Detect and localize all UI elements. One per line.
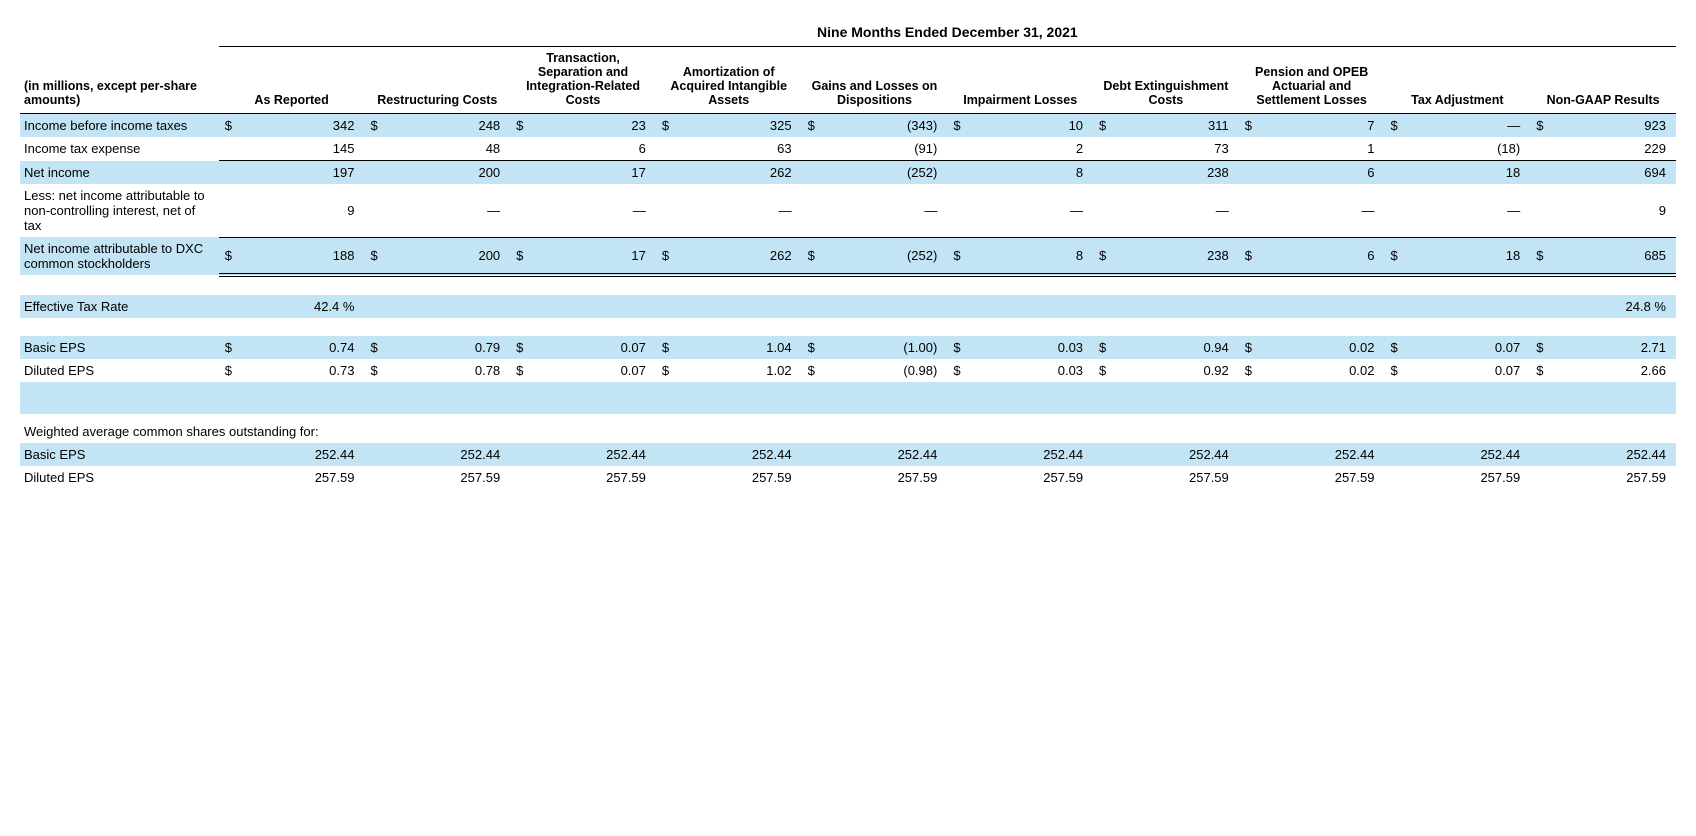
row-wacso-label: Weighted average common shares outstandi… [20,420,1676,443]
col-header-1: Restructuring Costs [364,47,510,114]
col-header-2: Transaction, Separation and Integration-… [510,47,656,114]
period-title: Nine Months Ended December 31, 2021 [219,20,1676,47]
row-net-income: Net income 197 200 17 262 (252) 8 238 6 … [20,161,1676,185]
col-header-4: Gains and Losses on Dispositions [802,47,948,114]
col-header-5: Impairment Losses [947,47,1093,114]
row-label: Less: net income attributable to non-con… [20,184,219,237]
row-diluted-eps: Diluted EPS $0.73 $0.78 $0.07 $1.02 $(0.… [20,359,1676,382]
row-wacso-diluted: Diluted EPS 257.59 257.59 257.59 257.59 … [20,466,1676,489]
row-wacso-basic: Basic EPS 252.44 252.44 252.44 252.44 25… [20,443,1676,466]
row-label: Income before income taxes [20,114,219,138]
row-label: Net income attributable to DXC common st… [20,237,219,275]
col-header-9: Non-GAAP Results [1530,47,1676,114]
row-label: Basic EPS [20,443,219,466]
col-header-3: Amortization of Acquired Intangible Asse… [656,47,802,114]
row-net-income-dxc: Net income attributable to DXC common st… [20,237,1676,275]
row-label-header: (in millions, except per-share amounts) [20,47,219,114]
col-header-6: Debt Extinguishment Costs [1093,47,1239,114]
row-label: Diluted EPS [20,359,219,382]
col-header-7: Pension and OPEB Actuarial and Settlemen… [1239,47,1385,114]
row-label: Effective Tax Rate [20,295,219,318]
col-header-0: As Reported [219,47,365,114]
header-row: (in millions, except per-share amounts) … [20,47,1676,114]
row-less-nci: Less: net income attributable to non-con… [20,184,1676,237]
row-basic-eps: Basic EPS $0.74 $0.79 $0.07 $1.04 $(1.00… [20,336,1676,359]
financial-table: Nine Months Ended December 31, 2021 (in … [20,20,1676,489]
col-header-8: Tax Adjustment [1384,47,1530,114]
row-label: Net income [20,161,219,185]
row-label: Basic EPS [20,336,219,359]
row-label: Weighted average common shares outstandi… [20,420,1676,443]
title-row: Nine Months Ended December 31, 2021 [20,20,1676,47]
row-income-tax-expense: Income tax expense 145 48 6 63 (91) 2 73… [20,137,1676,161]
row-income-before-tax: Income before income taxes $342 $248 $23… [20,114,1676,138]
row-label: Diluted EPS [20,466,219,489]
row-blank-hl [20,382,1676,414]
row-label: Income tax expense [20,137,219,161]
row-effective-tax-rate: Effective Tax Rate 42.4 % 24.8 % [20,295,1676,318]
